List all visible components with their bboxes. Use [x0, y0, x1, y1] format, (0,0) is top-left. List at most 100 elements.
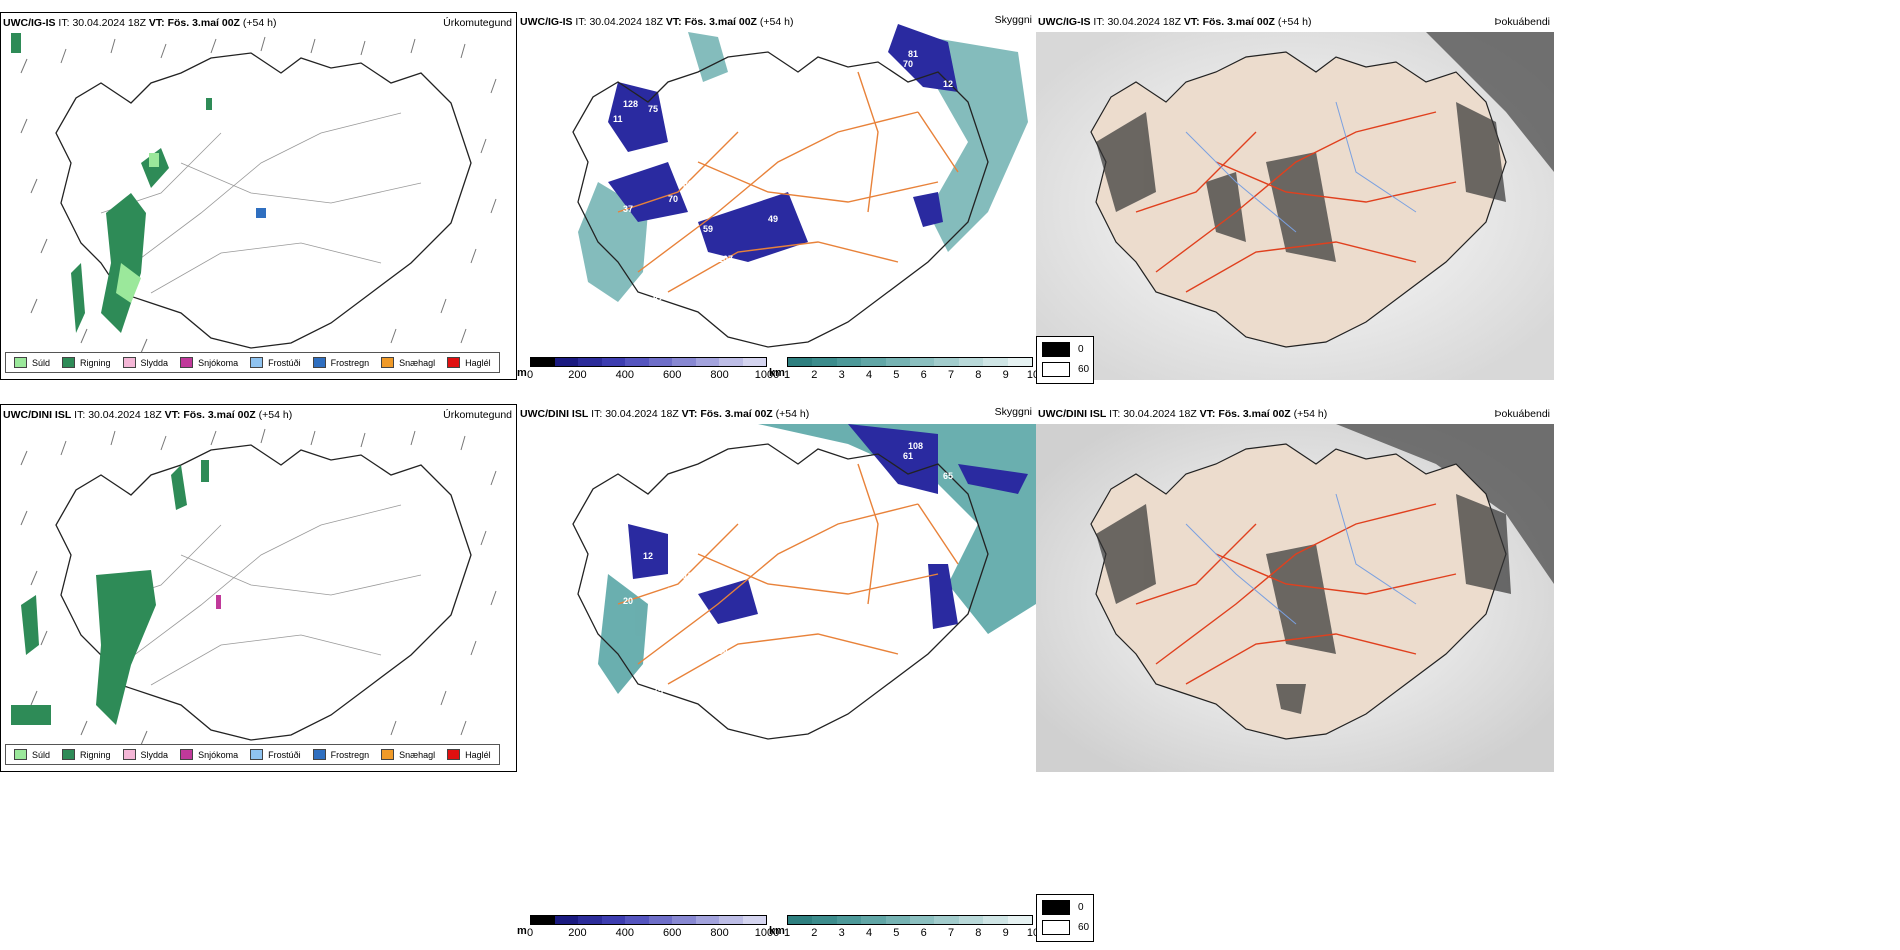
legend-swatch: [447, 357, 461, 368]
colorbar-unit: km: [769, 925, 785, 937]
colorbar-tick: 5: [893, 927, 900, 939]
ceiling-value-label: 93: [788, 686, 798, 696]
colorbar-unit: m: [517, 367, 527, 379]
colorbar-tick: 8: [975, 927, 982, 939]
colorbar-step: [885, 916, 911, 924]
legend-swatch: [381, 749, 395, 760]
wind-barbs: [20, 428, 497, 746]
ceiling-value-label: 70: [643, 159, 653, 169]
colorbar-tick: 600: [663, 369, 682, 381]
legend-swatch: [250, 357, 264, 368]
ceiling-value-label: 81: [908, 49, 918, 59]
colorbar-step: [672, 916, 696, 924]
precip-map-row2: [11, 428, 497, 746]
ceiling-value-label: 82: [653, 294, 663, 304]
colorbar-step: [836, 358, 862, 366]
colorbar-tick: 400: [615, 369, 634, 381]
colorbar-tick: 7: [947, 369, 955, 381]
colorbar-tick: 5: [893, 369, 900, 381]
precip-map-row1: [11, 33, 497, 354]
colorbar-step: [554, 358, 578, 366]
colorbar-tick: 1: [783, 927, 791, 939]
ceiling-value-label: 72: [668, 586, 678, 596]
fog-legend-swatch-low: [1042, 362, 1070, 377]
legend-item: Slydda: [122, 357, 168, 368]
legend-item: Súld: [14, 357, 50, 368]
ceiling-visibility-panel-row1: 130 115 117 81 70 12 128 75 80 137 70 81 70 37 59 49 81 1…: [518, 12, 1036, 380]
colorbar-step: [695, 358, 719, 366]
ceiling-value-label: 37: [718, 269, 728, 279]
iceland-outline: [572, 51, 989, 348]
field-name: Skyggni: [994, 14, 1032, 26]
legend-swatch: [381, 357, 395, 368]
legend-swatch: [250, 749, 264, 760]
ceiling-value-label: 80: [668, 109, 678, 119]
fog-dark-area: [1426, 32, 1554, 172]
drizzle-patches: [116, 153, 159, 303]
colorbar-tick: 1000: [754, 369, 780, 381]
fog-legend-swatch-high: [1042, 342, 1070, 357]
iceland-outline: [55, 52, 472, 349]
colorbar-tick: 6: [920, 369, 927, 381]
road-network: [617, 463, 959, 685]
legend-swatch: [14, 749, 27, 760]
panel-header: UWC/DINI ISL IT: 30.04.2024 18Z VT: Fös.…: [3, 409, 293, 421]
ceiling-value-label: 59: [703, 224, 713, 234]
panel-header: UWC/IG-IS IT: 30.04.2024 18Z VT: Fös. 3.…: [520, 16, 794, 28]
ceiling-value-label: 107: [718, 254, 733, 264]
ceiling-value-label: 54: [718, 646, 728, 656]
ceiling-value-label: 102: [678, 289, 693, 299]
ceiling-value-label: 12: [943, 79, 953, 89]
fog-legend-row1: 0 60: [1036, 336, 1094, 384]
legend-swatch: [447, 749, 461, 760]
fog-legend-swatch-low: [1042, 920, 1070, 935]
fog-legend-row2: 0 60: [1036, 894, 1094, 942]
colorbar-step: [531, 916, 555, 924]
legend-item: Frostúði: [250, 749, 301, 760]
colorbar-step: [695, 916, 719, 924]
colorbar-step: [910, 916, 935, 924]
colorbar-step: [601, 358, 625, 366]
ceiling-value-label: 81: [683, 179, 693, 189]
ceiling-visibility-panel-row2: 114 165 87 108 61 65 548 242 248 298 12 11 72 20 87 28 7…: [518, 404, 1036, 772]
ceiling-value-label: 70: [668, 194, 678, 204]
ceiling-colorbar-row1: 0 200 400 600 800 1000 m: [517, 357, 779, 385]
colorbar-step: [788, 358, 813, 366]
colorbar-tick: 9: [1002, 369, 1009, 381]
colorbar-tick: 0: [526, 927, 534, 939]
colorbar-step: [554, 916, 578, 924]
colorbar-step: [1007, 358, 1033, 366]
ceiling-colorbar-row2: 0 200 400 600 800 1000 m: [517, 915, 779, 943]
road-network: [100, 504, 422, 686]
colorbar-step: [812, 358, 837, 366]
road-network: [1135, 503, 1457, 685]
visibility-colorbar: [787, 915, 1033, 925]
ceiling-value-label: 80: [718, 661, 728, 671]
legend-item: Haglél: [447, 749, 491, 760]
fog-panel-row1: UWC/IG-IS IT: 30.04.2024 18Z VT: Fös. 3.…: [1036, 12, 1554, 380]
field-name: Skyggni: [994, 406, 1032, 418]
ceiling-value-label: 12: [643, 551, 653, 561]
field-name: Þokuábendi: [1494, 408, 1550, 420]
ceiling-colorbar: [530, 357, 767, 367]
colorbar-step: [625, 358, 649, 366]
legend-item: Snjókoma: [180, 357, 238, 368]
ceiling-value-label: 28: [768, 606, 778, 616]
ceiling-value-label: 548: [623, 491, 638, 501]
precip-legend: Súld Rigning Slydda Snjókoma Frostúði Fr…: [5, 352, 500, 373]
colorbar-tick: 800: [710, 369, 729, 381]
colorbar-step: [719, 358, 743, 366]
legend-item: Rigning: [62, 357, 111, 368]
rivers: [1185, 493, 1417, 625]
legend-item: Frostregn: [312, 357, 369, 368]
freezing-rain-patch: [256, 208, 266, 218]
colorbar-unit: m: [517, 925, 527, 937]
colorbar-tick: 200: [568, 927, 587, 939]
panel-header: UWC/IG-IS IT: 30.04.2024 18Z VT: Fös. 3.…: [3, 17, 277, 29]
precip-type-panel-row2: UWC/DINI ISL IT: 30.04.2024 18Z VT: Fös.…: [0, 404, 517, 772]
ceiling-value-label: 242: [648, 496, 663, 506]
colorbar-tick: 6: [920, 927, 927, 939]
